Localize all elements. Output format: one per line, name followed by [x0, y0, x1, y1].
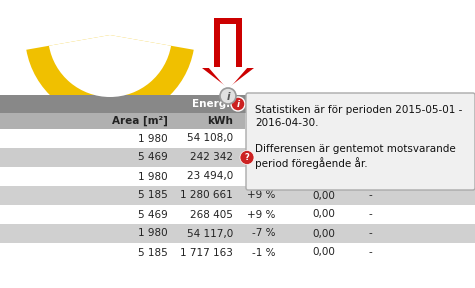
Text: -: -	[368, 247, 372, 257]
Text: 5 185: 5 185	[138, 247, 168, 257]
Text: 2016-04-30.: 2016-04-30.	[255, 118, 319, 128]
Text: 1 980: 1 980	[138, 134, 168, 143]
Bar	[0, 95, 475, 113]
Text: 1 280 661: 1 280 661	[180, 190, 233, 200]
Text: 0,00: 0,00	[312, 171, 335, 181]
Text: 242 342: 242 342	[190, 153, 233, 162]
Circle shape	[240, 151, 254, 164]
Text: Differensen är gentemot motsvarande: Differensen är gentemot motsvarande	[255, 144, 456, 154]
Bar	[0, 167, 475, 186]
Text: 1 980: 1 980	[138, 171, 168, 181]
Text: +9 %: +9 %	[247, 209, 275, 219]
Text: +0 %: +0 %	[247, 171, 275, 181]
Text: -1 %: -1 %	[251, 247, 275, 257]
Text: Area [m²]: Area [m²]	[112, 116, 168, 126]
Bar	[0, 113, 245, 129]
Bar	[0, 186, 475, 205]
Text: 54 108,0: 54 108,0	[187, 134, 233, 143]
Text: 0,00: 0,00	[312, 190, 335, 200]
FancyBboxPatch shape	[246, 93, 475, 190]
Bar	[0, 148, 475, 167]
Text: 5 185: 5 185	[138, 190, 168, 200]
Text: 5 469: 5 469	[138, 209, 168, 219]
Text: 0,00: 0,00	[312, 209, 335, 219]
Circle shape	[220, 88, 236, 104]
Text: -7 %: -7 %	[251, 228, 275, 238]
Bar	[0, 224, 475, 243]
Text: 54 117,0: 54 117,0	[187, 228, 233, 238]
Text: -: -	[368, 209, 372, 219]
Wedge shape	[26, 35, 194, 120]
Text: Energi: Energi	[192, 99, 230, 109]
Text: +9 %: +9 %	[247, 190, 275, 200]
Text: 23 494,0: 23 494,0	[187, 171, 233, 181]
Text: 5 469: 5 469	[138, 153, 168, 162]
Wedge shape	[49, 35, 171, 97]
Text: ?: ?	[245, 154, 249, 162]
Text: -: -	[368, 228, 372, 238]
Text: i: i	[237, 100, 239, 109]
Text: 268 405: 268 405	[190, 209, 233, 219]
Text: kWh: kWh	[207, 116, 233, 126]
Text: 0,00: 0,00	[312, 247, 335, 257]
Text: 0,00: 0,00	[312, 228, 335, 238]
Bar	[0, 243, 475, 262]
Circle shape	[231, 97, 245, 111]
Polygon shape	[202, 18, 254, 88]
Bar	[0, 205, 475, 224]
Bar	[0, 129, 475, 148]
Text: 1 980: 1 980	[138, 228, 168, 238]
Text: 1 717 163: 1 717 163	[180, 247, 233, 257]
Text: Statistiken är för perioden 2015-05-01 -: Statistiken är för perioden 2015-05-01 -	[255, 105, 462, 115]
Text: -: -	[368, 171, 372, 181]
Text: -: -	[368, 190, 372, 200]
Polygon shape	[208, 24, 248, 90]
Text: period föregående år.: period föregående år.	[255, 157, 368, 169]
Text: i: i	[226, 92, 230, 101]
